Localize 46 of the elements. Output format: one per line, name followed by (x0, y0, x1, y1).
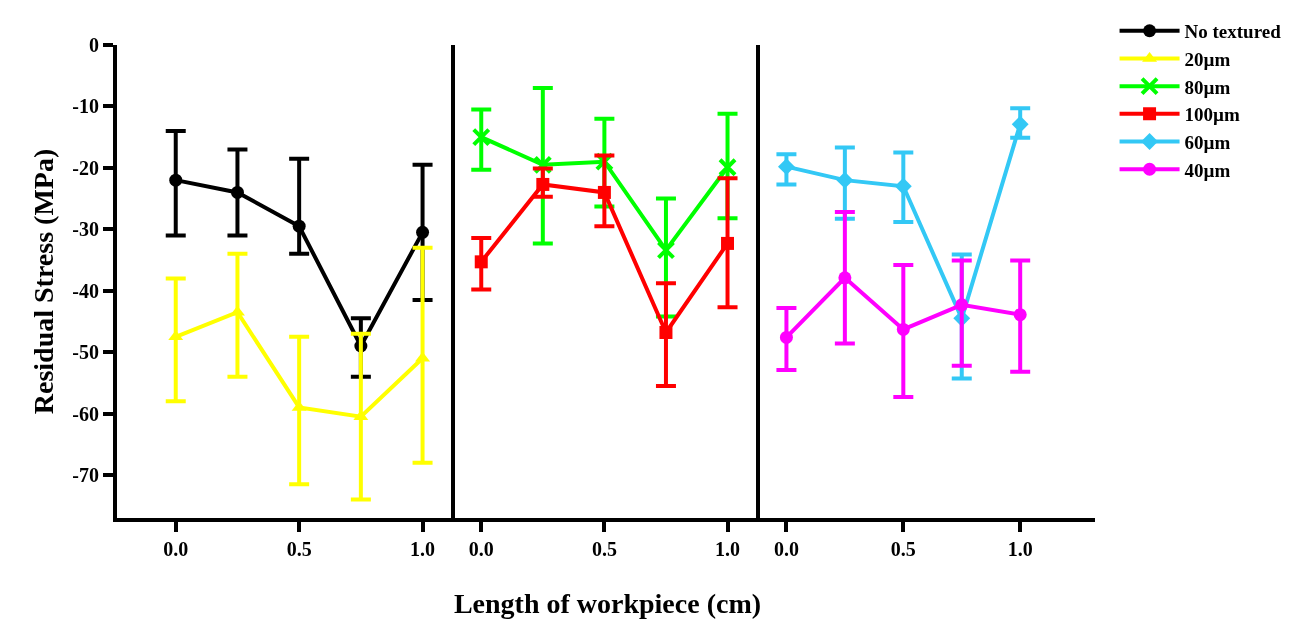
x-tick-label: 0.5 (286, 538, 312, 560)
point (779, 330, 793, 344)
x-tick-label: 1.0 (1007, 538, 1033, 560)
x-tick-label: 0.0 (468, 538, 494, 560)
point (416, 225, 430, 239)
legend-label: 20µm (1184, 48, 1231, 70)
legend-label: 100µm (1184, 104, 1241, 126)
x-tick-label: 0.0 (773, 538, 799, 560)
point (230, 185, 244, 199)
point (721, 236, 735, 250)
point (894, 177, 912, 195)
point (777, 158, 795, 176)
y-axis-title: Residual Stress (MPa) (27, 148, 59, 415)
point (836, 171, 854, 189)
point (838, 271, 852, 285)
point (536, 177, 550, 191)
y-tick-label: -70 (72, 464, 99, 486)
x-axis-title: Length of workpiece (cm) (453, 587, 762, 619)
point (718, 157, 738, 177)
y-tick-label: -60 (72, 402, 99, 425)
x-tick-label: 0.5 (591, 538, 617, 560)
x-tick-label: 0.5 (890, 538, 916, 560)
legend-label: 40µm (1184, 159, 1231, 181)
point (1011, 115, 1029, 133)
point (896, 322, 910, 336)
y-tick-label: -30 (72, 218, 99, 241)
y-tick-label: -10 (72, 95, 99, 118)
legend-label: No textured (1184, 21, 1282, 43)
y-tick-label: -50 (72, 341, 99, 364)
point (1013, 308, 1027, 322)
legend-label: 60µm (1184, 131, 1231, 153)
x-tick-label: 1.0 (715, 538, 741, 560)
point (292, 219, 306, 233)
point (474, 255, 488, 269)
x-tick-label: 1.0 (410, 538, 436, 560)
point (471, 127, 491, 147)
point (169, 173, 183, 187)
y-tick-label: -20 (72, 156, 99, 179)
legend-label: 80µm (1184, 76, 1231, 98)
y-tick-label: 0 (89, 34, 99, 56)
point (659, 325, 673, 339)
point (597, 185, 611, 199)
y-tick-label: -40 (72, 279, 99, 302)
point (955, 298, 969, 312)
x-tick-label: 0.0 (163, 538, 189, 560)
point (656, 240, 676, 260)
